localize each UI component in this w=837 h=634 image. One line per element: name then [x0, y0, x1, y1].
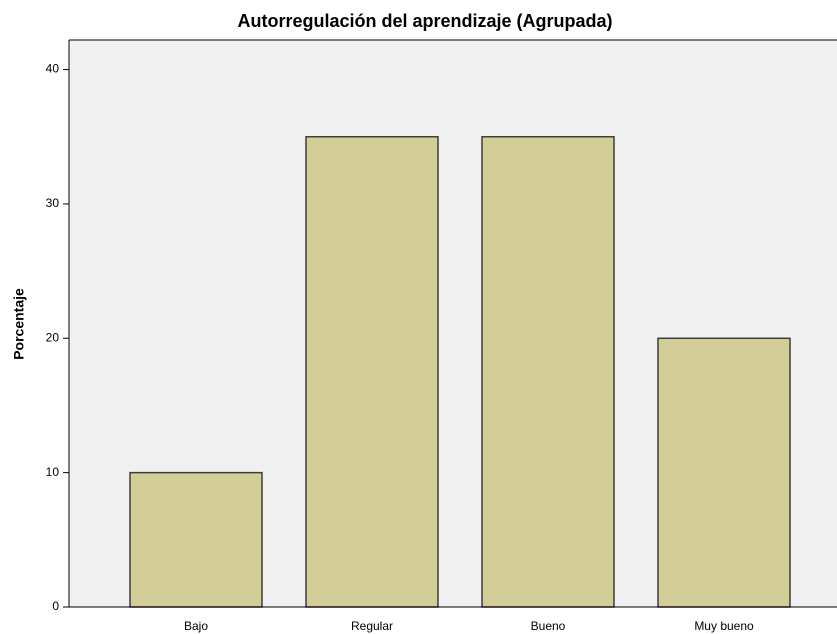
- y-tick-label: 20: [46, 330, 60, 344]
- chart-title: Autorregulación del aprendizaje (Agrupad…: [237, 11, 612, 31]
- bar: [657, 337, 791, 608]
- x-tick-label: Bajo: [184, 619, 208, 633]
- x-tick-label: Regular: [351, 619, 393, 633]
- y-tick-label: 40: [46, 62, 60, 76]
- x-tick-label: Bueno: [531, 619, 566, 633]
- x-tick-label: Muy bueno: [694, 619, 754, 633]
- bar: [481, 135, 615, 608]
- bar: [129, 471, 263, 608]
- bar: [305, 135, 439, 608]
- y-tick-label: 30: [46, 196, 60, 210]
- y-axis-label: Porcentaje: [11, 288, 27, 360]
- y-tick-label: 0: [52, 599, 59, 613]
- y-tick-label: 10: [46, 465, 60, 479]
